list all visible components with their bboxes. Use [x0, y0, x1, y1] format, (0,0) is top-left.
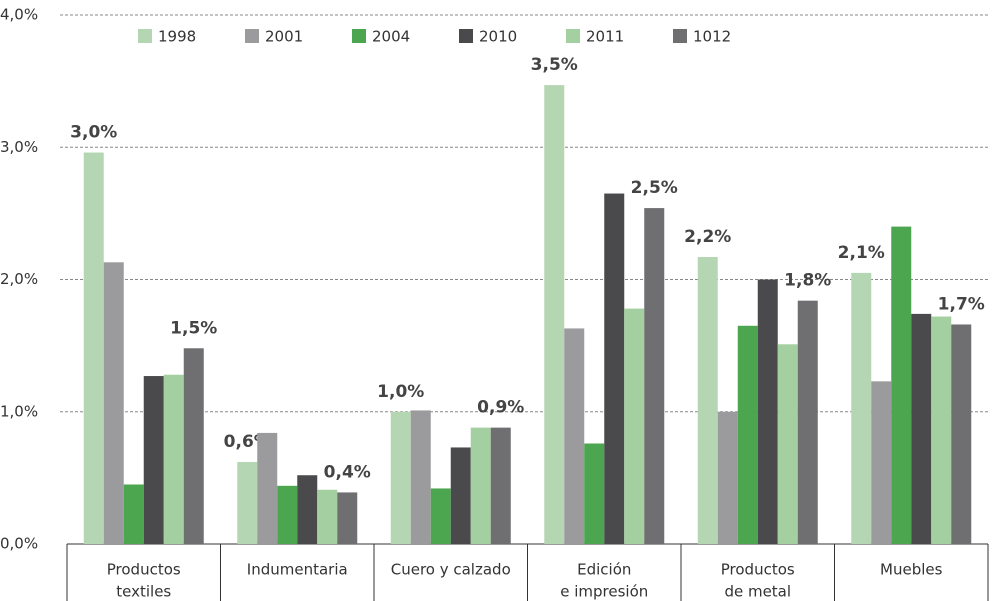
- value-label: 2,1%: [838, 243, 885, 263]
- legend-label: 2011: [586, 28, 624, 46]
- legend-label: 2004: [372, 28, 410, 46]
- bar: [624, 308, 645, 544]
- bar: [564, 328, 585, 544]
- y-tick-label: 2,0%: [0, 270, 38, 288]
- x-tick-label: Muebles: [880, 561, 943, 579]
- legend-swatch: [352, 29, 366, 43]
- bar: [123, 484, 144, 544]
- legend-swatch: [673, 29, 687, 43]
- bar: [697, 257, 718, 544]
- x-tick-label: textiles: [116, 583, 171, 601]
- bar: [544, 85, 565, 544]
- bar: [337, 492, 358, 544]
- bar: [450, 447, 471, 544]
- legend-label: 2010: [479, 28, 517, 46]
- bar: [237, 462, 258, 544]
- bar: [277, 485, 298, 544]
- x-tick-label: Indumentaria: [247, 561, 348, 579]
- bar: [644, 208, 665, 544]
- x-tick-label: Productos: [107, 561, 181, 579]
- value-label: 2,5%: [631, 178, 678, 198]
- value-label: 0,9%: [477, 398, 524, 418]
- bar: [717, 411, 738, 544]
- bar: [143, 376, 164, 544]
- x-tick-label: Productos: [721, 561, 795, 579]
- legend-label: 1012: [693, 28, 731, 46]
- bar: [183, 348, 204, 544]
- value-label: 3,5%: [531, 55, 578, 75]
- bar: [584, 443, 605, 544]
- bar: [871, 381, 892, 544]
- bar: [103, 262, 124, 544]
- legend-swatch: [245, 29, 259, 43]
- value-label: 2,2%: [684, 227, 731, 247]
- bar: [931, 316, 952, 544]
- bar: [757, 279, 778, 544]
- bar: [490, 427, 511, 544]
- bar: [891, 226, 912, 544]
- value-label: 1,7%: [938, 294, 985, 314]
- y-tick-label: 0,0%: [0, 535, 38, 553]
- bar: [851, 272, 872, 544]
- y-tick-label: 4,0%: [0, 6, 38, 24]
- value-label: 1,5%: [170, 318, 217, 338]
- bar: [797, 300, 818, 544]
- value-label: 1,8%: [784, 271, 831, 291]
- legend-swatch: [138, 29, 152, 43]
- x-tick-label: Cuero y calzado: [391, 561, 511, 579]
- bar: [83, 152, 104, 545]
- bar: [163, 374, 184, 544]
- x-tick-label: Edición: [577, 561, 631, 579]
- bar: [410, 410, 431, 544]
- legend-swatch: [459, 29, 473, 43]
- legend-label: 1998: [158, 28, 196, 46]
- value-label: 0,4%: [324, 462, 371, 482]
- value-label: 3,0%: [70, 123, 117, 143]
- y-tick-label: 3,0%: [0, 138, 38, 156]
- legend-swatch: [566, 29, 580, 43]
- y-tick-label: 1,0%: [0, 402, 38, 420]
- bar: [390, 411, 411, 544]
- bar: [317, 489, 338, 544]
- bar: [430, 488, 451, 544]
- bar: [911, 313, 932, 544]
- bar: [257, 432, 278, 544]
- value-label: 1,0%: [377, 382, 424, 402]
- x-tick-label: de metal: [724, 583, 791, 601]
- bar: [737, 325, 758, 544]
- bar: [604, 193, 625, 544]
- x-tick-label: e impresión: [560, 583, 648, 601]
- bar: [297, 475, 318, 544]
- bar: [470, 427, 491, 544]
- legend-label: 2001: [265, 28, 303, 46]
- bar: [777, 344, 798, 544]
- bar: [951, 324, 972, 544]
